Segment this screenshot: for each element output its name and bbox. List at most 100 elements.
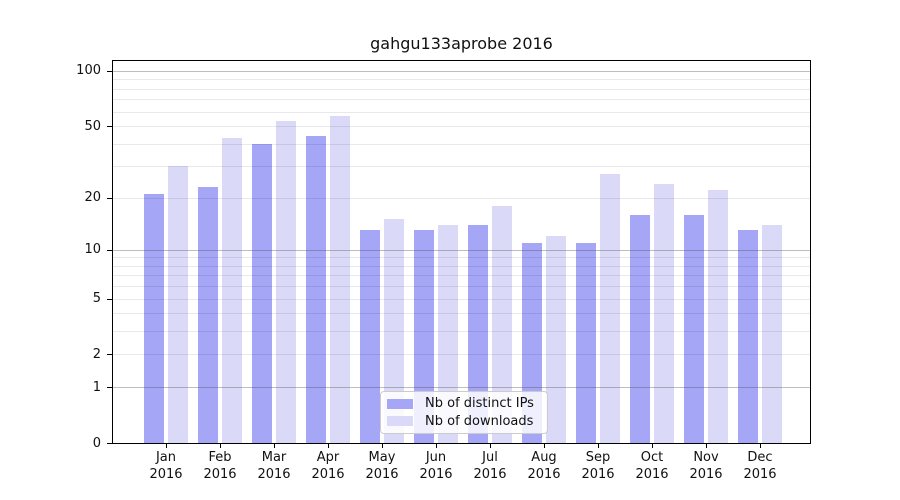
x-tick-mark xyxy=(274,443,275,448)
bar-distinct-ips-jul xyxy=(468,224,488,443)
x-tick-year: 2016 xyxy=(527,467,561,482)
x-tick-mark xyxy=(706,443,707,448)
gridline-y-40 xyxy=(113,143,810,145)
x-tick-year: 2016 xyxy=(257,467,291,482)
gridline-y-80 xyxy=(113,88,810,90)
x-tick-mark xyxy=(490,443,491,448)
y-tick-label: 2 xyxy=(92,346,101,362)
x-tick-mark xyxy=(652,443,653,448)
gridline-y-7 xyxy=(113,275,810,277)
x-tick-label-jun: Jun 2016 xyxy=(408,449,464,483)
x-tick-label-feb: Feb 2016 xyxy=(192,449,248,483)
x-tick-year: 2016 xyxy=(743,467,777,482)
x-tick-label-dec: Dec 2016 xyxy=(732,449,788,483)
x-tick-mark xyxy=(436,443,437,448)
x-tick-year: 2016 xyxy=(365,467,399,482)
x-tick-label-aug: Aug 2016 xyxy=(516,449,572,483)
bar-distinct-ips-jan xyxy=(144,193,164,443)
y-tick-mark xyxy=(107,126,112,128)
bar-downloads-jul xyxy=(492,205,512,443)
bar-downloads-may xyxy=(384,219,404,443)
bar-distinct-ips-feb xyxy=(198,186,218,443)
x-tick-mark xyxy=(544,443,545,448)
gridline-y-4 xyxy=(113,313,810,315)
bar-distinct-ips-may xyxy=(360,230,380,443)
bar-distinct-ips-dec xyxy=(738,230,758,443)
bar-downloads-feb xyxy=(222,137,242,443)
y-tick-mark xyxy=(107,443,112,444)
y-tick-label: 20 xyxy=(84,190,101,206)
bar-downloads-jan xyxy=(168,166,188,443)
x-tick-mark xyxy=(166,443,167,448)
x-tick-year: 2016 xyxy=(149,467,183,482)
legend: Nb of distinct IPs Nb of downloads xyxy=(380,391,548,434)
legend-label-distinct-ips: Nb of distinct IPs xyxy=(425,396,534,412)
x-tick-year: 2016 xyxy=(473,467,507,482)
bar-downloads-nov xyxy=(708,190,728,443)
y-tick-mark xyxy=(107,70,112,72)
gridline-y-50 xyxy=(113,126,810,128)
bar-distinct-ips-sep xyxy=(576,242,596,443)
gridline-y-30 xyxy=(113,166,810,168)
bar-downloads-jun xyxy=(438,224,458,443)
bar-downloads-sep xyxy=(600,174,620,443)
legend-swatch-downloads xyxy=(387,416,413,427)
bar-downloads-oct xyxy=(654,183,674,443)
y-tick-label: 50 xyxy=(84,118,101,134)
bar-distinct-ips-nov xyxy=(684,214,704,443)
gridline-y-60 xyxy=(113,111,810,113)
y-tick-mark xyxy=(107,298,112,300)
x-tick-year: 2016 xyxy=(581,467,615,482)
x-tick-year: 2016 xyxy=(419,467,453,482)
x-tick-label-may: May 2016 xyxy=(354,449,410,483)
gridline-y-70 xyxy=(113,99,810,101)
bar-distinct-ips-jun xyxy=(414,230,434,443)
y-tick-mark xyxy=(107,197,112,199)
gridline-y-8 xyxy=(113,265,810,267)
bar-downloads-aug xyxy=(546,236,566,443)
gridline-y-10 xyxy=(113,249,810,251)
y-tick-mark xyxy=(107,387,112,389)
y-tick-mark xyxy=(107,354,112,356)
gridline-y-5 xyxy=(113,298,810,300)
bar-distinct-ips-oct xyxy=(630,214,650,443)
gridline-y-9 xyxy=(113,257,810,259)
chart-title: gahgu133aprobe 2016 xyxy=(370,34,553,53)
y-tick-label: 1 xyxy=(92,379,101,395)
bar-downloads-apr xyxy=(330,115,350,443)
x-tick-label-jan: Jan 2016 xyxy=(138,449,194,483)
gridline-y-2 xyxy=(113,354,810,356)
bar-distinct-ips-mar xyxy=(252,143,272,443)
legend-swatch-distinct-ips xyxy=(387,398,413,409)
gridline-y-3 xyxy=(113,331,810,333)
x-tick-label-sep: Sep 2016 xyxy=(570,449,626,483)
gridline-y-90 xyxy=(113,79,810,81)
legend-item-distinct-ips: Nb of distinct IPs xyxy=(385,396,543,411)
legend-label-downloads: Nb of downloads xyxy=(425,413,534,429)
y-tick-label: 0 xyxy=(92,435,101,451)
x-tick-label-apr: Apr 2016 xyxy=(300,449,356,483)
y-tick-label: 10 xyxy=(84,242,101,258)
x-tick-mark xyxy=(328,443,329,448)
x-tick-mark xyxy=(598,443,599,448)
gridline-y-20 xyxy=(113,197,810,199)
x-tick-label-nov: Nov 2016 xyxy=(678,449,734,483)
y-tick-mark xyxy=(107,249,112,251)
legend-item-downloads: Nb of downloads xyxy=(385,414,543,429)
bar-downloads-mar xyxy=(276,121,296,443)
y-tick-label: 5 xyxy=(92,291,101,307)
x-tick-mark xyxy=(382,443,383,448)
x-tick-year: 2016 xyxy=(311,467,345,482)
x-tick-label-oct: Oct 2016 xyxy=(624,449,680,483)
x-tick-label-jul: Jul 2016 xyxy=(462,449,518,483)
x-tick-year: 2016 xyxy=(203,467,237,482)
gridline-y-100 xyxy=(113,70,810,72)
bar-distinct-ips-apr xyxy=(306,136,326,443)
x-tick-mark xyxy=(760,443,761,448)
bar-downloads-dec xyxy=(762,224,782,443)
gridline-y-6 xyxy=(113,286,810,288)
y-tick-label: 100 xyxy=(76,63,101,79)
x-tick-label-mar: Mar 2016 xyxy=(246,449,302,483)
x-tick-year: 2016 xyxy=(689,467,723,482)
